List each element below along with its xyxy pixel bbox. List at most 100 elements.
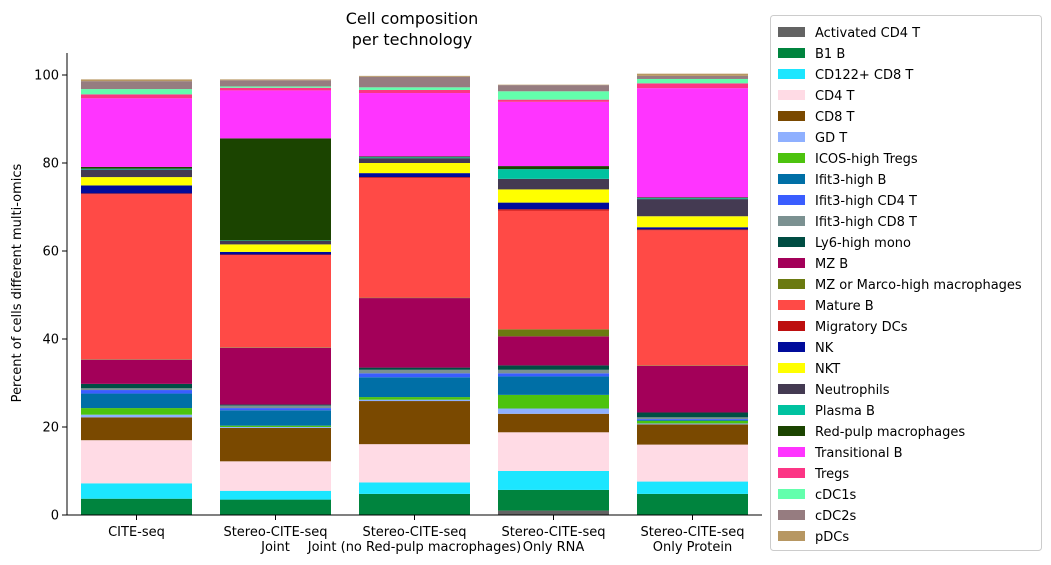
bar-segment: [498, 210, 609, 330]
bar-segment: [220, 410, 331, 426]
bar-segment: [359, 173, 470, 178]
legend-label: ICOS-high Tregs: [815, 152, 918, 167]
bar-segment: [359, 401, 470, 445]
bar-segment: [359, 397, 470, 400]
bar-segment: [220, 90, 331, 139]
bar-segment: [359, 76, 470, 88]
bar-segment: [498, 510, 609, 515]
bar-segment: [359, 373, 470, 378]
legend-swatch: [778, 69, 805, 79]
legend-label: Neutrophils: [815, 383, 890, 398]
bar-segment: [359, 87, 470, 90]
x-tick-label: Stereo-CITE-seq: [640, 525, 744, 540]
x-tick-label: Stereo-CITE-seq: [362, 525, 466, 540]
bar-segment: [637, 365, 748, 413]
bar-segment: [637, 412, 748, 418]
bar-segment: [359, 158, 470, 163]
bar-segment: [359, 493, 470, 515]
bar-segment: [220, 427, 331, 462]
legend-label: cDC2s: [815, 509, 857, 524]
legend-label: Ly6-high mono: [815, 236, 911, 251]
legend-label: CD122+ CD8 T: [815, 68, 913, 83]
legend: Activated CD4 T B1 B CD122+ CD8 T CD4 T CD8 …: [770, 15, 1042, 551]
bar-segment: [220, 347, 331, 405]
legend-swatch: [778, 216, 805, 226]
bar-segment: [498, 178, 609, 190]
bar-segment: [637, 419, 748, 420]
bar-segment: [359, 177, 470, 298]
bar-segment: [637, 88, 748, 198]
bar-segment: [498, 169, 609, 179]
legend-label: Red-pulp macrophages: [815, 425, 965, 440]
bar-segment: [220, 79, 331, 81]
legend-swatch: [778, 300, 805, 310]
legend-swatch: [778, 426, 805, 436]
bar-segment: [498, 99, 609, 102]
legend-swatch: [778, 237, 805, 247]
legend-swatch: [778, 153, 805, 163]
bar-segment: [81, 98, 192, 167]
bar-segment: [498, 376, 609, 395]
y-tick-label: 20: [42, 421, 59, 436]
bar-segment: [498, 365, 609, 370]
bar-segment: [81, 408, 192, 415]
axes: CITE-seq Stereo-CITE-seqJointStereo-CITE-…: [34, 53, 762, 555]
bar-segment: [637, 199, 748, 217]
bar-segment: [359, 367, 470, 370]
legend-frame: [770, 15, 1042, 551]
x-tick-label: Stereo-CITE-seq: [223, 525, 327, 540]
legend-swatch: [778, 447, 805, 457]
bar-segment: [637, 78, 748, 84]
legend-label: NK: [815, 341, 834, 356]
bar-segment: [498, 394, 609, 409]
bar-segment: [220, 404, 331, 406]
bar-segment: [220, 425, 331, 427]
legend-swatch: [778, 363, 805, 373]
bar-segment: [81, 194, 192, 360]
legend-swatch: [778, 342, 805, 352]
legend-label: MZ B: [815, 257, 848, 272]
chart-title-line: per technology: [352, 30, 473, 49]
legend-label: B1 B: [815, 47, 845, 62]
bar-segment: [220, 138, 331, 241]
y-axis-label: Percent of cells different multi-omics: [10, 163, 25, 402]
bar-segment: [637, 73, 748, 76]
legend-label: MZ or Marco-high macrophages: [815, 278, 1022, 293]
bar-segment: [81, 393, 192, 409]
bar-segment: [359, 482, 470, 494]
bar-segment: [359, 444, 470, 483]
bar-segment: [81, 359, 192, 384]
bar-segment: [81, 498, 192, 515]
legend-label: cDC1s: [815, 488, 857, 503]
bar-segment: [81, 169, 192, 178]
legend-swatch: [778, 279, 805, 289]
legend-swatch: [778, 27, 805, 37]
bar-segment: [220, 408, 331, 411]
legend-label: Plasma B: [815, 404, 875, 419]
bar-segment: [81, 383, 192, 389]
bar-segment: [637, 420, 748, 424]
bar-segment: [498, 85, 609, 92]
bar-segment: [220, 244, 331, 252]
bar-segment: [498, 336, 609, 366]
bar-segment: [81, 483, 192, 499]
y-tick-label: 40: [42, 333, 59, 348]
bar-segment: [637, 417, 748, 420]
legend-label: Migratory DCs: [815, 320, 908, 335]
bar-segment: [498, 489, 609, 511]
legend-swatch: [778, 468, 805, 478]
bar-segment: [220, 490, 331, 500]
bar-segment: [359, 163, 470, 174]
legend-swatch: [778, 195, 805, 205]
bar-segment: [637, 216, 748, 228]
bar-segment: [220, 240, 331, 245]
bar-segment: [498, 189, 609, 203]
bar-segment: [359, 75, 470, 77]
legend-swatch: [778, 90, 805, 100]
y-tick-label: 80: [42, 157, 59, 172]
bar-segment: [220, 461, 331, 491]
x-tick-label: Joint: [260, 540, 290, 555]
bar-segment: [637, 481, 748, 494]
bar-segment: [359, 377, 470, 398]
